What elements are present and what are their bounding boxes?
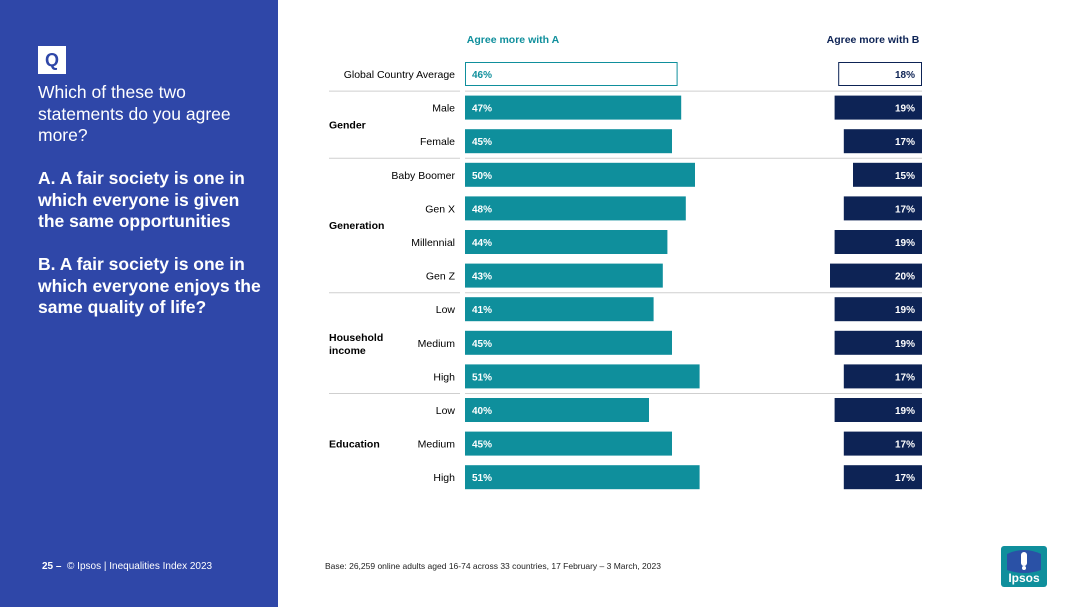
value-label-b: 19%	[895, 305, 915, 316]
category-label: Low	[436, 405, 456, 417]
category-label: Male	[432, 103, 455, 115]
value-label-b: 17%	[895, 137, 915, 148]
category-label: Low	[436, 304, 456, 316]
group-label: Household	[329, 332, 383, 344]
category-label: Gen X	[425, 203, 455, 215]
bar-b	[843, 196, 922, 221]
base-note: Base: 26,259 online adults aged 16-74 ac…	[325, 561, 661, 571]
value-label-a: 51%	[472, 372, 492, 383]
bar-b	[830, 263, 922, 288]
value-label-a: 50%	[472, 171, 492, 182]
category-label: High	[433, 472, 455, 484]
category-label: High	[433, 371, 455, 383]
bar-b	[834, 297, 922, 322]
footer-left: 25 – © Ipsos | Inequalities Index 2023	[42, 561, 212, 572]
value-label-b: 20%	[895, 272, 915, 283]
value-label-b: 17%	[895, 473, 915, 484]
bar-a	[465, 330, 672, 355]
value-label-b: 19%	[895, 339, 915, 350]
value-label-a: 46%	[472, 70, 492, 81]
ipsos-logo: Ipsos	[1001, 546, 1047, 587]
question-badge: Q	[38, 46, 66, 74]
legend-series-a: Agree more with A	[467, 34, 560, 46]
value-label-a: 44%	[472, 238, 492, 249]
value-label-a: 47%	[472, 104, 492, 115]
copyright-text: © Ipsos | Inequalities Index 2023	[67, 561, 213, 572]
legend-series-b: Agree more with B	[827, 34, 920, 46]
bar-a	[465, 465, 700, 490]
value-label-b: 17%	[895, 440, 915, 451]
category-label: Medium	[418, 439, 456, 451]
value-label-b: 19%	[895, 104, 915, 115]
bar-b	[834, 95, 922, 120]
bar-a	[465, 431, 672, 456]
statement-a: A. A fair society is one in which everyo…	[38, 168, 245, 231]
value-label-a: 40%	[472, 406, 492, 417]
group-label: Generation	[329, 220, 384, 232]
category-label: Gen Z	[426, 271, 456, 283]
group-label: income	[329, 345, 366, 357]
value-label-a: 41%	[472, 305, 492, 316]
bar-a	[465, 398, 649, 422]
category-label: Baby Boomer	[391, 170, 455, 182]
value-label-a: 45%	[472, 440, 492, 451]
category-label: Global Country Average	[344, 69, 455, 81]
value-label-a: 51%	[472, 473, 492, 484]
bar-b	[843, 129, 922, 154]
logo-text: Ipsos	[1008, 571, 1040, 585]
bar-b	[843, 364, 922, 389]
bar-a	[465, 95, 682, 120]
bar-a	[465, 162, 695, 187]
value-label-b: 18%	[895, 70, 915, 81]
value-label-a: 45%	[472, 339, 492, 350]
value-label-b: 19%	[895, 238, 915, 249]
category-label: Medium	[418, 338, 456, 350]
page-number: 25 –	[42, 561, 62, 572]
value-label-b: 15%	[895, 171, 915, 182]
bar-b	[853, 162, 922, 187]
category-label: Millennial	[411, 237, 455, 249]
bar-a	[465, 263, 663, 288]
bar-a	[465, 297, 654, 322]
bar-a	[465, 129, 672, 154]
bar-b	[834, 330, 922, 355]
question-text: Which of these two statements do you agr…	[38, 82, 231, 145]
value-label-b: 17%	[895, 372, 915, 383]
value-label-b: 19%	[895, 406, 915, 417]
bar-b	[843, 431, 922, 456]
left-panel: Q Which of these two statements do you a…	[0, 0, 278, 607]
bar-b	[843, 465, 922, 490]
value-label-a: 43%	[472, 272, 492, 283]
group-label: Gender	[329, 119, 366, 131]
bar-a-average	[465, 62, 678, 86]
value-label-b: 17%	[895, 204, 915, 215]
bar-a	[465, 230, 668, 254]
bar-a	[465, 364, 700, 389]
group-label: Education	[329, 439, 380, 451]
value-label-a: 45%	[472, 137, 492, 148]
bar-b	[834, 398, 922, 422]
statement-b: B. A fair society is one in which everyo…	[38, 254, 261, 317]
bar-a	[465, 196, 686, 221]
value-label-a: 48%	[472, 204, 492, 215]
bar-b-average	[838, 62, 923, 86]
category-label: Female	[420, 136, 455, 148]
bar-b	[834, 230, 922, 254]
